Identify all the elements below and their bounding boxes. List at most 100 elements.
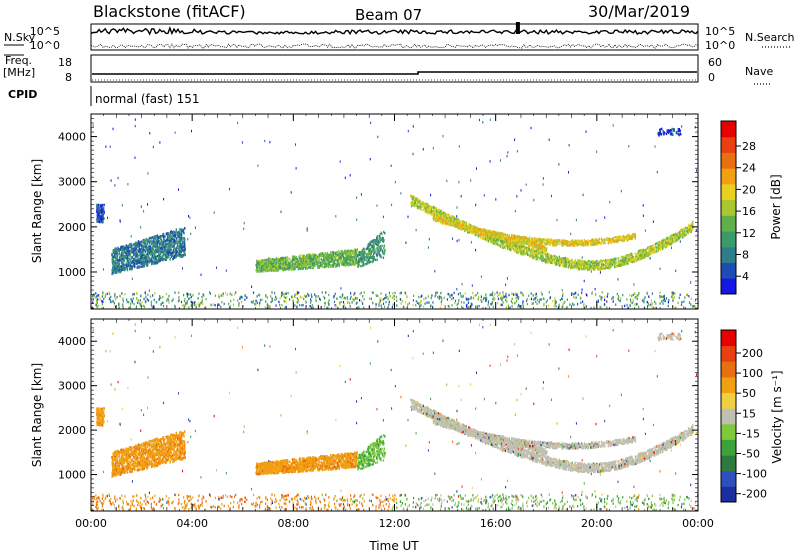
data-cell (373, 256, 375, 259)
data-cell (670, 236, 673, 239)
data-cell (637, 294, 639, 297)
data-cell (492, 305, 494, 308)
data-cell (346, 249, 349, 253)
data-cell (436, 291, 438, 294)
data-cell (501, 298, 503, 302)
data-cell (376, 242, 378, 245)
data-cell (302, 303, 304, 307)
data-cell (548, 261, 550, 264)
data-cell (307, 254, 309, 258)
data-cell (522, 306, 524, 310)
data-cell (127, 256, 129, 259)
data-cell (261, 298, 263, 301)
data-cell (629, 298, 632, 301)
data-cell (137, 245, 139, 248)
data-cell (144, 242, 147, 246)
data-cell (690, 297, 692, 300)
data-cell (126, 267, 128, 270)
data-cell (190, 295, 192, 299)
data-cell (375, 306, 377, 309)
data-cell (163, 237, 165, 240)
data-cell (114, 253, 116, 256)
data-cell (362, 256, 364, 259)
data-cell (256, 268, 258, 272)
data-cell (351, 249, 353, 253)
data-cell (561, 297, 563, 300)
data-cell (126, 298, 128, 301)
count-panel-frame (90, 23, 699, 51)
data-cell (205, 306, 207, 309)
data-cell (663, 295, 665, 298)
data-cell (690, 227, 692, 231)
data-cell (324, 254, 327, 257)
data-cell (339, 256, 342, 259)
data-cell (327, 253, 329, 256)
data-cell (370, 240, 372, 243)
data-cell (378, 302, 380, 305)
data-cell (651, 292, 653, 295)
data-cell (112, 269, 114, 272)
data-cell (256, 270, 259, 273)
data-cell (371, 247, 373, 250)
data-cell (151, 304, 153, 308)
data-cell (332, 263, 334, 267)
data-cell (281, 291, 283, 295)
data-cell (458, 238, 460, 242)
data-cell (118, 249, 120, 253)
data-cell (150, 250, 153, 253)
data-cell (632, 300, 634, 303)
data-cell (647, 302, 649, 305)
data-cell (601, 291, 603, 294)
data-cell (305, 301, 307, 304)
data-cell (148, 251, 150, 254)
data-cell (138, 247, 141, 251)
data-cell (646, 291, 648, 294)
data-cell (359, 299, 361, 302)
data-cell (426, 301, 428, 304)
data-cell (225, 269, 227, 272)
data-cell (289, 266, 291, 269)
data-cell (274, 258, 276, 261)
data-cell (362, 260, 364, 263)
data-cell (151, 255, 153, 259)
data-cell (201, 296, 203, 299)
data-cell (529, 249, 532, 253)
data-cell (348, 260, 351, 264)
data-cell (446, 216, 448, 220)
data-cell (573, 303, 575, 307)
data-cell (297, 263, 300, 266)
data-cell (694, 126, 696, 129)
data-cell (642, 250, 645, 253)
data-cell (467, 231, 469, 234)
data-cell (153, 240, 155, 243)
data-cell (391, 306, 393, 309)
data-cell (131, 301, 133, 304)
data-cell (274, 291, 276, 295)
data-cell (146, 242, 149, 246)
data-cell (178, 291, 180, 294)
data-cell (155, 301, 157, 304)
data-cell (382, 238, 384, 241)
data-cell (178, 188, 179, 191)
data-cell (430, 305, 432, 308)
data-cell (165, 232, 168, 236)
data-cell (144, 250, 147, 253)
data-cell (341, 294, 343, 298)
data-cell (182, 249, 184, 252)
data-cell (325, 257, 328, 260)
data-cell (100, 204, 102, 207)
data-cell (162, 295, 164, 299)
data-cell (273, 258, 275, 262)
data-cell (160, 303, 162, 306)
data-cell (139, 254, 141, 257)
data-cell (133, 292, 135, 296)
data-cell (466, 298, 468, 301)
data-cell (643, 299, 645, 303)
data-cell (150, 300, 152, 304)
data-cell (590, 270, 592, 273)
data-cell (182, 246, 184, 249)
data-cell (551, 194, 552, 198)
data-cell (175, 252, 177, 255)
data-cell (162, 235, 165, 238)
data-cell (163, 246, 165, 249)
